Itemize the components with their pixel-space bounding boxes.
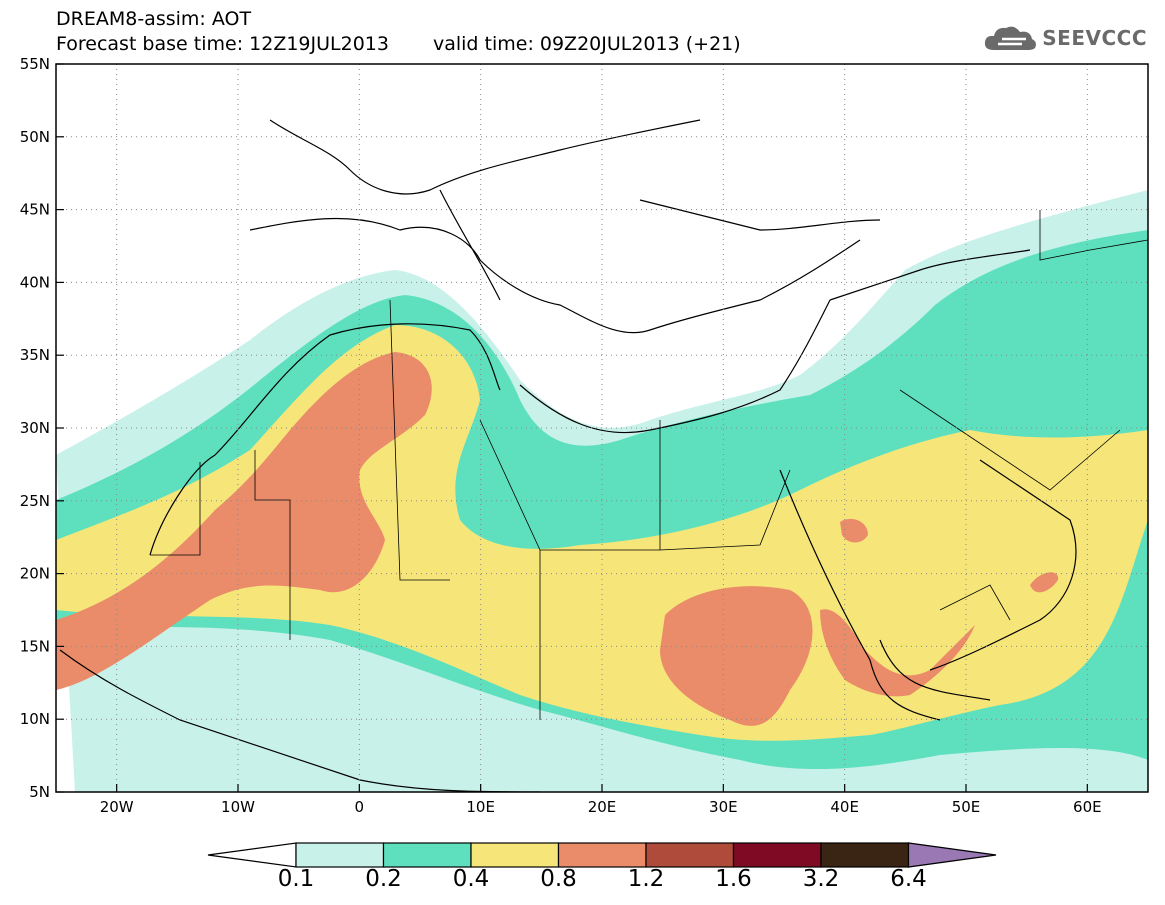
colorbar-swatch xyxy=(645,842,735,868)
lon-tick-label: 10E xyxy=(466,798,495,816)
lon-tick-label: 30E xyxy=(709,798,738,816)
lat-tick-label: 50N xyxy=(20,128,50,146)
colorbar-level-label: 1.6 xyxy=(715,866,752,892)
seevccc-logo: SEEVCCC xyxy=(982,20,1147,56)
lat-tick-label: 20N xyxy=(20,565,50,583)
aot-band-0.8-1.2-sudan xyxy=(660,586,813,726)
lon-tick-label: 40E xyxy=(830,798,859,816)
lat-tick-label: 15N xyxy=(20,637,50,655)
map-subtitle: Forecast base time: 12Z19JUL2013 valid ti… xyxy=(56,33,741,55)
lat-tick-label: 40N xyxy=(20,273,50,291)
colorbar-under-triangle xyxy=(207,842,297,868)
aot-band-0.8-1.2-arabia xyxy=(840,518,1059,593)
colorbar-swatch xyxy=(557,842,647,868)
lat-tick-label: 25N xyxy=(20,492,50,510)
lat-tick-label: 45N xyxy=(20,201,50,219)
country-borders xyxy=(150,210,1148,720)
colorbar-labels: 0.1 0.2 0.4 0.8 1.2 1.6 3.2 6.4 xyxy=(0,866,1165,896)
colorbar-swatch xyxy=(820,842,910,868)
colorbar-level-label: 0.8 xyxy=(540,866,577,892)
valid-time: valid time: 09Z20JUL2013 (+21) xyxy=(432,33,741,55)
forecast-base-time: Forecast base time: 12Z19JUL2013 xyxy=(56,33,389,55)
colorbar-swatch xyxy=(732,842,822,868)
map-frame xyxy=(55,63,1149,793)
colorbar-over-triangle xyxy=(907,842,997,868)
colorbar-level-label: 6.4 xyxy=(890,866,927,892)
map-axes: 20W 10W 0 10E 20E 30E 40E 50E 60E 5N 10N 15N 20N 25N 3… xyxy=(20,55,1102,816)
colorbar-level-label: 0.1 xyxy=(277,866,315,892)
colorbar-swatch xyxy=(382,842,472,868)
coastlines xyxy=(59,249,1077,792)
map-grid xyxy=(56,64,1148,792)
colorbar-swatch xyxy=(470,842,560,868)
colorbar-level-label: 0.2 xyxy=(365,866,402,892)
lon-tick-label: 20E xyxy=(588,798,617,816)
lon-tick-label: 20W xyxy=(100,798,134,816)
aot-colorbar xyxy=(207,842,997,868)
lat-tick-label: 30N xyxy=(20,419,50,437)
colorbar-level-label: 0.4 xyxy=(452,866,490,892)
lat-tick-label: 5N xyxy=(29,783,50,801)
lat-tick-label: 35N xyxy=(20,346,50,364)
colorbar-swatch xyxy=(295,842,385,868)
lat-tick-label: 10N xyxy=(20,710,50,728)
lat-tick-label: 55N xyxy=(20,55,50,73)
lon-tick-label: 0 xyxy=(355,798,365,816)
map-title: DREAM8-assim: AOT xyxy=(56,8,252,30)
logo-text: SEEVCCC xyxy=(1042,26,1147,50)
aot-band-0.8-1.2-redsea xyxy=(820,609,975,697)
colorbar-level-label: 3.2 xyxy=(802,866,840,892)
cloud-logo-icon xyxy=(985,26,1037,50)
aot-band-0.8-1.2-west xyxy=(56,352,432,690)
lon-tick-label: 10W xyxy=(221,798,255,816)
colorbar-level-label: 1.2 xyxy=(627,866,665,892)
lon-tick-label: 50E xyxy=(952,798,981,816)
aot-contour-fields xyxy=(56,119,1148,792)
lon-tick-label: 60E xyxy=(1073,798,1102,816)
